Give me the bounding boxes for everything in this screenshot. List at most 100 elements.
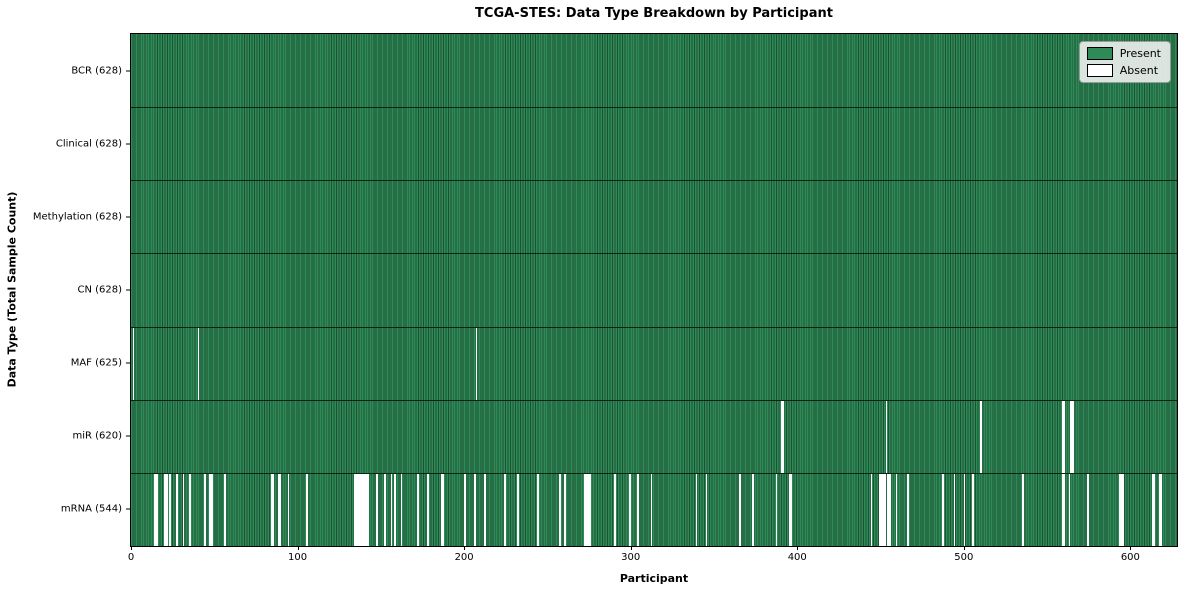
absent-stripe [279,473,281,546]
absent-stripe [1072,400,1074,473]
absent-stripe [559,473,561,546]
heatmap-row-Methylation [131,180,1177,253]
absent-stripe [189,473,191,546]
absent-stripe [883,473,886,546]
y-tick-label: MAF (625) [70,357,122,369]
absent-stripe [164,473,166,546]
absent-stripe [287,473,290,546]
x-tick-mark [797,546,799,550]
absent-stripe [165,473,168,546]
absent-stripe [537,473,540,546]
y-tick-mark [126,143,130,145]
absent-stripe [224,473,226,546]
absent-stripe [175,473,178,546]
x-axis-title: Participant [619,572,689,585]
absent-stripe [752,473,754,546]
absent-stripe [1063,400,1066,473]
absent-stripe [277,473,280,546]
absent-stripe [359,473,361,546]
y-tick-mark [126,435,130,437]
absent-stripe [357,473,360,546]
absent-stripe [375,473,378,546]
absent-stripe [484,473,486,546]
y-tick-label: mRNA (544) [60,503,122,515]
x-tick-mark [963,546,965,550]
y-tick-mark [126,70,130,72]
absent-stripe [504,473,506,546]
absent-stripe [895,473,898,546]
absent-stripe [614,473,616,546]
absent-stripe [882,473,884,546]
absent-stripe [775,473,778,546]
absent-stripe [637,473,639,546]
absent-stripe [197,327,200,400]
y-tick-mark [126,508,130,510]
heatmap-row-MAF [131,326,1177,400]
y-tick-mark [126,216,130,218]
absent-stripe [1068,473,1071,546]
heatmap-row-mRNA [131,472,1177,546]
absent-stripe [880,473,883,546]
absent-stripe [169,473,171,546]
x-tick-label: 0 [127,552,135,563]
absent-stripe [585,473,588,546]
absent-stripe [1158,473,1161,546]
absent-stripe [360,473,363,546]
absent-stripe [210,473,213,546]
heatmap-row-Clinical [131,107,1177,180]
absent-stripe [475,327,478,400]
y-axis-title: Data Type (Total Sample Count) [5,191,19,388]
absent-stripe [355,473,358,546]
heatmap-row-BCR [131,34,1177,107]
absent-stripe [888,473,891,546]
absent-stripe [1070,400,1073,473]
absent-stripe [887,473,889,546]
absent-stripe [364,473,366,546]
absent-stripe [589,473,591,546]
absent-stripe [584,473,586,546]
legend-entry-present: Present [1086,47,1161,60]
absent-stripe [1087,473,1089,546]
absent-stripe [1022,473,1024,546]
absent-stripe [305,473,308,546]
y-tick-label: CN (628) [77,284,122,296]
x-tick-label: 600 [1120,552,1140,563]
absent-stripe [154,473,156,546]
absent-swatch-icon [1086,64,1113,77]
absent-stripe [1122,473,1124,546]
absent-stripe [1062,400,1064,473]
y-tick-label: miR (620) [72,430,122,442]
absent-stripe [782,400,784,473]
plot-area: Present Absent BCR (628) Clinical (628) Me… [33,33,1178,563]
absent-stripe [1160,473,1162,546]
x-tick-mark [1130,546,1132,550]
absent-stripe [204,473,206,546]
absent-stripe [629,473,631,546]
x-tick-label: 200 [454,552,474,563]
absent-stripe [384,473,386,546]
absent-stripe [953,473,956,546]
present-swatch-icon [1086,47,1113,60]
absent-stripe [394,473,396,546]
absent-stripe [517,473,520,546]
absent-stripe [695,473,698,546]
heatmap-row-miR [131,399,1177,473]
absent-stripe [942,473,944,546]
absent-stripe [464,473,466,546]
absent-stripe [417,473,420,546]
legend-label-absent: Absent [1119,64,1159,77]
legend: Present Absent [1078,41,1171,83]
absent-stripe [1118,473,1121,546]
absent-stripe [870,473,873,546]
y-tick-label: Methylation (628) [32,211,122,223]
absent-stripe [440,473,443,546]
absent-stripe [1063,473,1066,546]
absent-stripe [400,473,403,546]
x-tick-label: 400 [787,552,807,563]
y-tick-label: BCR (628) [71,65,122,77]
absent-stripe [790,473,793,546]
absent-stripe [963,473,966,546]
absent-stripe [132,327,135,400]
absent-stripe [362,473,365,546]
